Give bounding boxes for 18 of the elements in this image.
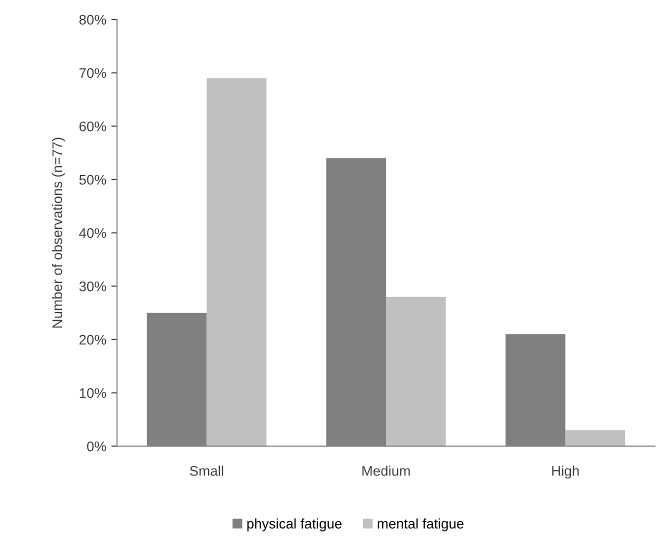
x-tick-label: Small [190,466,224,476]
y-tick-label: 80% [79,14,106,25]
x-tick-label: High [552,466,579,479]
y-tick-label: 10% [80,388,106,398]
y-tick-label: 50% [79,174,106,185]
y-tick-label: 20% [79,334,106,345]
y-axis-title: Number of observations (n=77) [52,138,65,328]
y-tick-label: 70% [80,68,106,78]
legend-label: physical fatigue [247,518,342,532]
bar [386,296,446,446]
legend-label: mental fatigue [378,518,464,532]
y-tick-label: 0% [87,441,106,452]
bar [565,430,626,446]
y-tick-label: 60% [79,121,106,132]
x-tick-label: Medium [362,466,410,476]
bar [206,78,266,446]
y-tick-label: 40% [79,228,106,238]
y-tick-label: 30% [79,281,106,292]
